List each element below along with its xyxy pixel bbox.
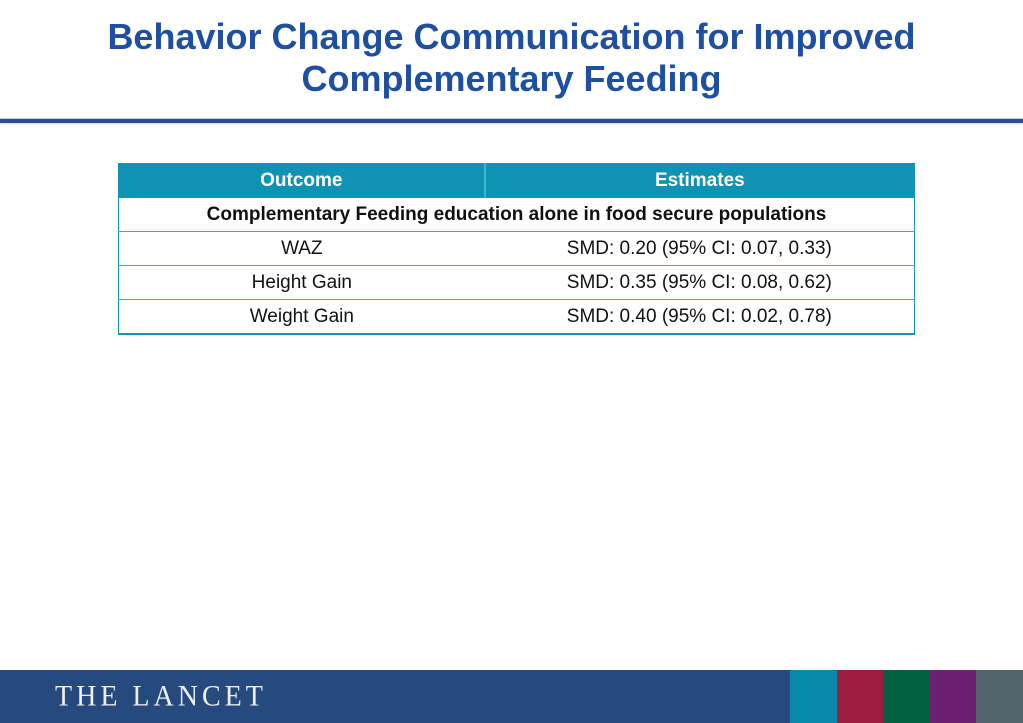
slide-title: Behavior Change Communication for Improv… — [0, 16, 1023, 100]
purple-color-block — [929, 670, 977, 723]
estimate-cell: SMD: 0.20 (95% CI: 0.07, 0.33) — [484, 231, 915, 266]
green-color-block — [883, 670, 930, 723]
footer-bar: THE LANCET — [0, 670, 1023, 723]
table-row: WAZ SMD: 0.20 (95% CI: 0.07, 0.33) — [118, 231, 915, 266]
column-header-outcome: Outcome — [118, 163, 485, 198]
table-header-row: Outcome Estimates — [118, 163, 915, 198]
slide-title-line-1: Behavior Change Communication for Improv… — [107, 16, 916, 57]
estimate-cell: SMD: 0.40 (95% CI: 0.02, 0.78) — [484, 299, 915, 334]
table-row: Weight Gain SMD: 0.40 (95% CI: 0.02, 0.78… — [118, 299, 915, 334]
table-section-row: Complementary Feeding education alone in… — [118, 197, 915, 232]
title-divider-rule — [0, 118, 1023, 123]
estimate-cell: SMD: 0.35 (95% CI: 0.08, 0.62) — [484, 265, 915, 300]
section-header-cell: Complementary Feeding education alone in… — [118, 197, 915, 232]
outcome-cell: WAZ — [118, 231, 485, 266]
teal-color-block — [790, 670, 837, 723]
estimates-table: Outcome Estimates Complementary Feeding … — [118, 163, 915, 335]
outcome-cell: Weight Gain — [118, 299, 485, 334]
slide-title-line-2: Complementary Feeding — [301, 58, 722, 99]
crimson-color-block — [836, 670, 884, 723]
table-row: Height Gain SMD: 0.35 (95% CI: 0.08, 0.62… — [118, 265, 915, 300]
outcome-cell: Height Gain — [118, 265, 485, 300]
footer-color-blocks — [790, 670, 1023, 723]
lancet-logo: THE LANCET — [55, 679, 267, 713]
column-header-estimates: Estimates — [483, 163, 915, 198]
slate-color-block — [976, 670, 1023, 723]
table-body: Complementary Feeding education alone in… — [118, 197, 915, 334]
